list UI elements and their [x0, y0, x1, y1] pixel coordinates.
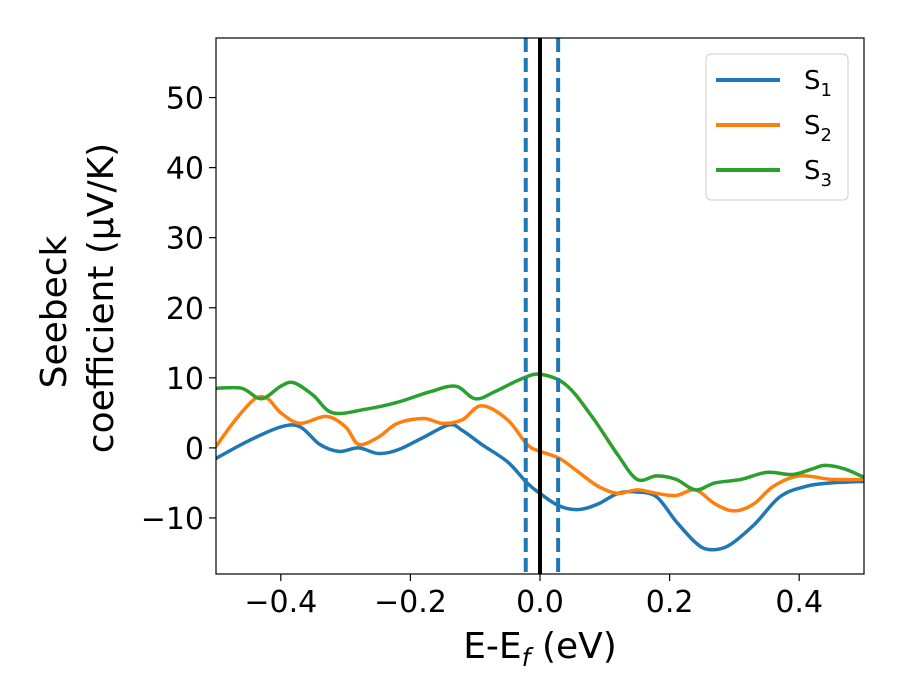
y-axis-ticks: −10 0 10 20 30 40 50	[141, 82, 216, 537]
x-tick-label: 0.0	[516, 585, 564, 620]
y-axis-label-line1: Seebeck	[34, 235, 75, 388]
x-axis-label: E-Ef (eV)	[463, 626, 617, 672]
y-tick-label: 10	[166, 362, 204, 397]
x-tick-label: 0.4	[775, 585, 823, 620]
y-axis-label-line2: coefficient (μV/K)	[81, 143, 122, 453]
x-axis-ticks: −0.4 −0.2 0.0 0.2 0.4	[244, 574, 823, 620]
y-tick-label: 0	[185, 432, 204, 467]
y-axis-label: Seebeck coefficient (μV/K)	[34, 143, 122, 453]
x-tick-label: −0.4	[244, 585, 317, 620]
y-tick-label: 40	[166, 152, 204, 187]
vline-layer	[523, 38, 561, 574]
x-tick-label: −0.2	[374, 585, 447, 620]
legend-label-s3: S3	[804, 156, 832, 191]
legend-label-s2: S2	[804, 111, 832, 146]
y-tick-label: 30	[166, 222, 204, 257]
y-tick-label: 50	[166, 82, 204, 117]
y-tick-label: 20	[166, 292, 204, 327]
y-tick-label: −10	[141, 502, 204, 537]
legend: S1 S2 S3	[705, 53, 849, 201]
series-line-s3	[216, 372, 864, 492]
legend-label-s1: S1	[804, 66, 832, 101]
x-tick-label: 0.2	[646, 585, 694, 620]
